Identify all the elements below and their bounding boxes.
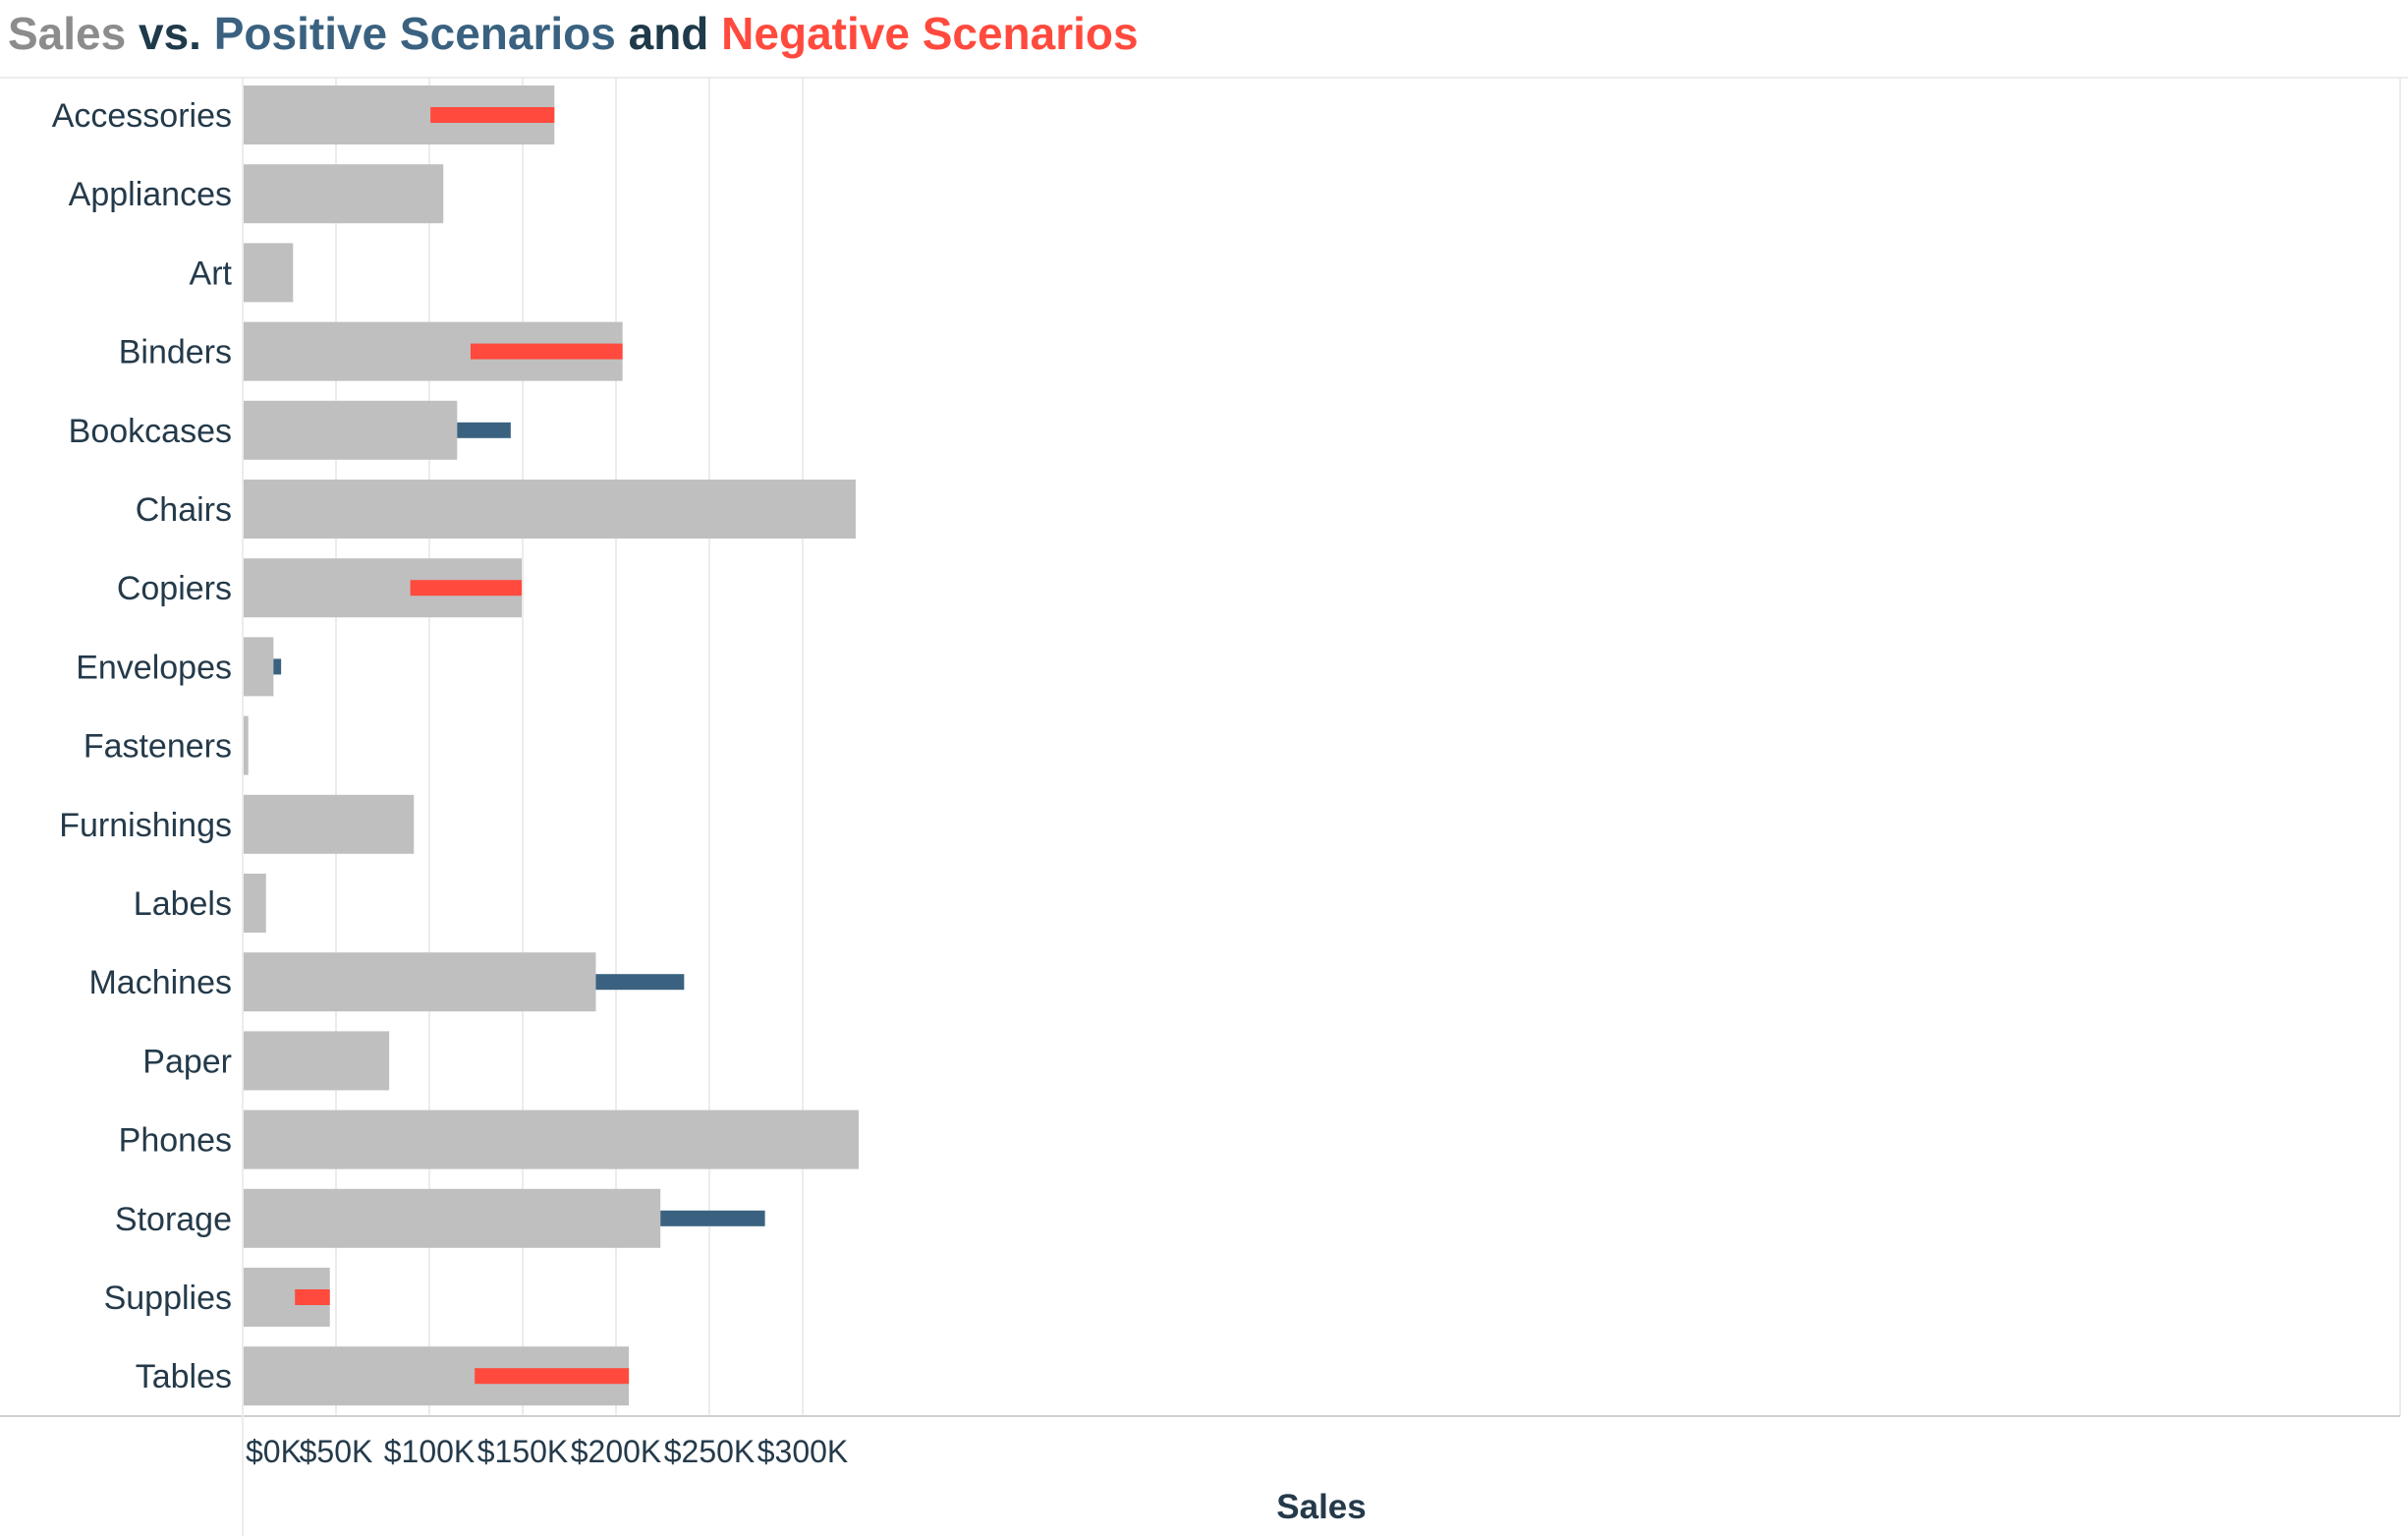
category-label: Envelopes xyxy=(76,649,232,686)
sales-bar xyxy=(243,1109,859,1169)
bars xyxy=(243,85,859,1406)
positive-scenario-bar xyxy=(660,1210,765,1226)
sales-bar xyxy=(243,874,266,933)
negative-scenario-bar xyxy=(430,107,555,123)
x-axis-title: Sales xyxy=(1276,1488,1366,1526)
title-sales: Sales xyxy=(8,8,127,59)
positive-scenario-bar xyxy=(457,422,511,438)
sales-bar xyxy=(243,400,458,460)
sales-bar xyxy=(243,480,856,539)
category-label: Copiers xyxy=(117,570,232,607)
category-labels: Accessories Appliances Art Binders Bookcases… xyxy=(52,97,233,1395)
gridlines xyxy=(0,77,2408,1416)
sales-bar xyxy=(243,1188,661,1248)
x-tick-label: $50K xyxy=(300,1434,373,1469)
x-tick-label: $200K xyxy=(571,1434,662,1469)
sales-bar xyxy=(243,1031,390,1091)
category-label: Binders xyxy=(119,334,232,371)
sales-bar xyxy=(243,243,294,303)
category-label: Furnishings xyxy=(59,807,232,844)
category-label: Phones xyxy=(119,1122,232,1160)
title-positive: Positive Scenarios xyxy=(213,8,616,59)
category-label: Appliances xyxy=(69,176,232,213)
title-and: and xyxy=(615,8,722,59)
sales-bar xyxy=(243,164,444,224)
category-label: Labels xyxy=(134,885,232,923)
positive-scenario-bar xyxy=(595,974,685,991)
sales-bar xyxy=(243,952,596,1012)
category-label: Fasteners xyxy=(84,728,232,766)
positive-scenario-bar xyxy=(273,658,282,675)
negative-scenario-bar xyxy=(475,1368,630,1385)
sales-bar xyxy=(243,715,249,775)
sales-bar xyxy=(243,637,274,697)
category-label: Chairs xyxy=(136,491,232,529)
title-vs: vs. xyxy=(126,8,214,59)
negative-scenario-bar xyxy=(295,1289,330,1305)
x-tick-label: $150K xyxy=(477,1434,569,1469)
x-axis: $0K$50K $100K $150K $200K $250K $300K xyxy=(0,78,2400,1536)
category-label: Tables xyxy=(136,1358,232,1395)
category-label: Storage xyxy=(115,1201,232,1238)
category-label: Machines xyxy=(88,964,232,1001)
category-label: Art xyxy=(190,255,233,292)
sales-bar xyxy=(243,794,415,854)
chart-title: Sales vs. Positive Scenarios and Negativ… xyxy=(8,2,1139,65)
negative-scenario-bar xyxy=(470,343,623,360)
x-tick-label: $250K xyxy=(664,1434,756,1469)
x-tick-label: $300K xyxy=(757,1434,849,1469)
category-label: Accessories xyxy=(52,97,232,135)
x-tick-label: $100K xyxy=(384,1434,476,1469)
negative-scenario-bar xyxy=(410,580,523,597)
category-label: Supplies xyxy=(104,1280,232,1317)
title-negative: Negative Scenarios xyxy=(721,8,1139,59)
category-label: Paper xyxy=(142,1043,232,1080)
x-tick-label: $0K xyxy=(246,1434,302,1469)
category-label: Bookcases xyxy=(69,413,232,450)
